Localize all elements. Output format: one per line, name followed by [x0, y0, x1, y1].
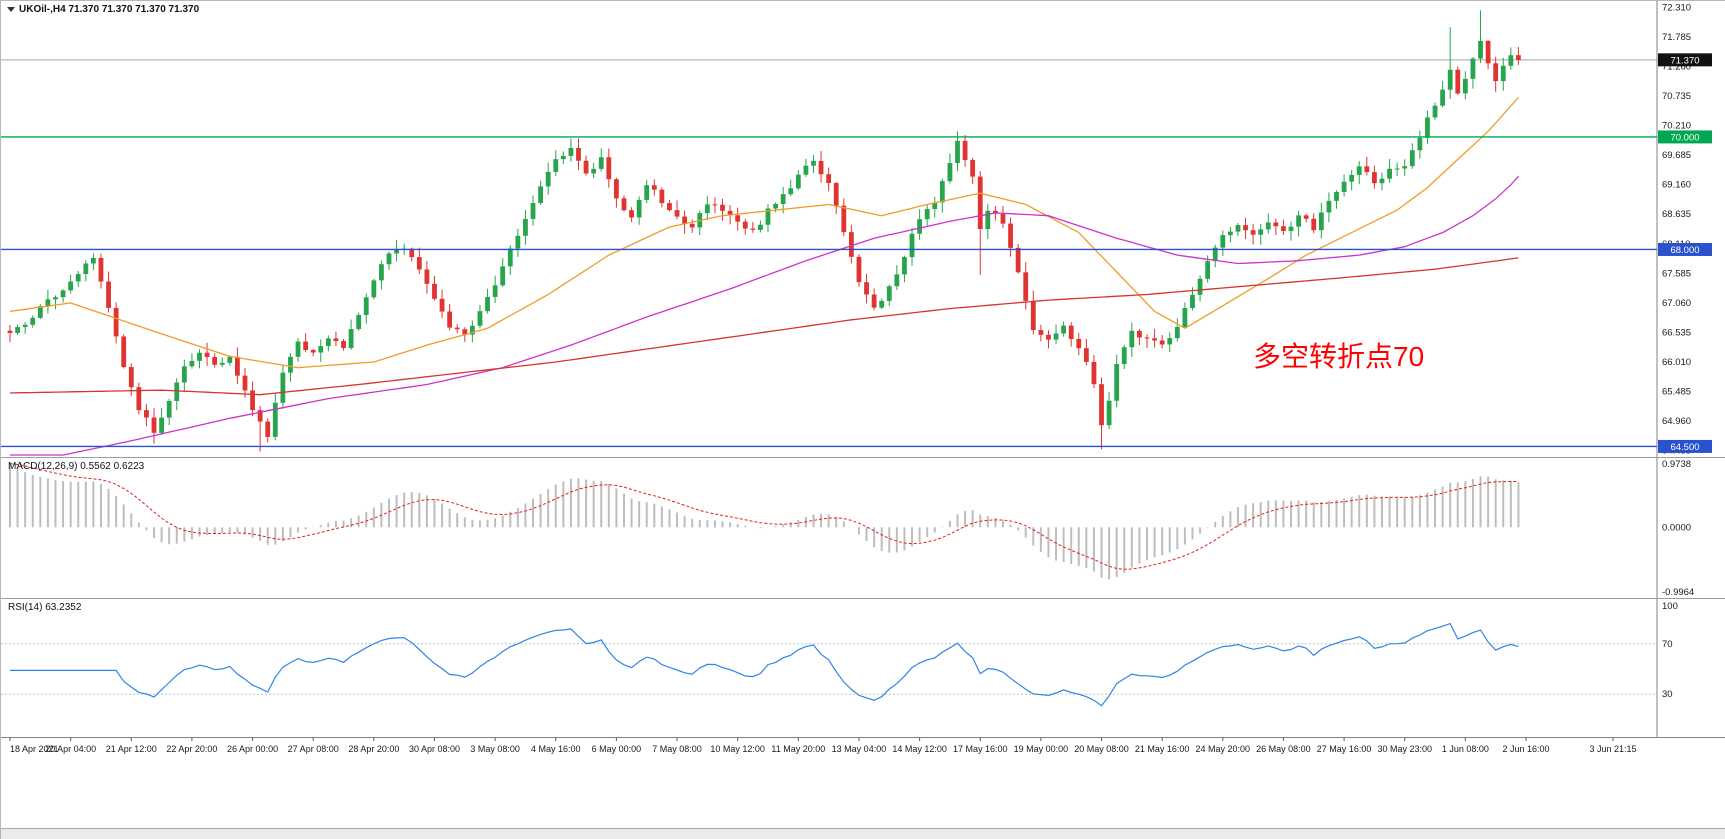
- price-tag: [1658, 242, 1712, 256]
- time-label: 21 Apr 12:00: [106, 744, 157, 754]
- time-label: 26 Apr 00:00: [227, 744, 278, 754]
- time-label: 2 Jun 16:00: [1502, 744, 1549, 754]
- macd-histogram: [9, 463, 1520, 580]
- price-tag-label: 70.000: [1670, 132, 1699, 143]
- time-label: 21 May 16:00: [1135, 744, 1190, 754]
- chart-header: UKOil-,H4 71.370 71.370 71.370 71.370: [7, 4, 199, 15]
- time-label: 13 May 04:00: [832, 744, 887, 754]
- time-label: 28 Apr 20:00: [348, 744, 399, 754]
- time-label: 10 May 12:00: [710, 744, 765, 754]
- price-axis-label: 70.735: [1662, 91, 1691, 102]
- time-label: 6 May 00:00: [592, 744, 642, 754]
- time-label: 3 May 08:00: [470, 744, 520, 754]
- ma-mid-magenta-line: [10, 175, 1519, 456]
- price-tag: [1658, 130, 1712, 144]
- macd-axis-label: 0.0000: [1662, 522, 1691, 533]
- price-axis-label: 72.310: [1662, 2, 1691, 13]
- price-axis-label: 66.535: [1662, 327, 1691, 338]
- macd-signal-line: [9, 463, 1519, 570]
- time-label: 26 May 08:00: [1256, 744, 1311, 754]
- time-label: 14 May 12:00: [892, 744, 947, 754]
- ma-slow-red-line: [9, 257, 1519, 396]
- symbol-quote-text: UKOil-,H4 71.370 71.370 71.370 71.370: [19, 4, 200, 15]
- time-label: 11 May 20:00: [771, 744, 825, 754]
- price-tag-label: 71.370: [1670, 55, 1699, 66]
- rsi-axis-label: 100: [1662, 601, 1678, 612]
- rsi-pane[interactable]: 100 70 30: [1, 601, 1678, 707]
- price-tag-label: 64.500: [1670, 442, 1699, 453]
- macd-pane[interactable]: 0.9738 0.0000 -0.9964: [9, 459, 1694, 598]
- price-tag: [1658, 439, 1712, 453]
- time-label: 20 May 08:00: [1074, 744, 1129, 754]
- rsi-axis-label: 70: [1662, 639, 1673, 650]
- price-axis-label: 65.485: [1662, 387, 1691, 398]
- symbol-marker-icon: [7, 7, 15, 12]
- time-label: 1 Jun 08:00: [1442, 744, 1489, 754]
- macd-indicator-label: MACD(12,26,9) 0.5562 0.6223: [8, 461, 145, 472]
- time-label: 24 May 20:00: [1196, 744, 1251, 754]
- price-pane[interactable]: [1, 10, 1657, 456]
- time-label: 4 May 16:00: [531, 744, 581, 754]
- rsi-indicator-label: RSI(14) 63.2352: [8, 602, 82, 613]
- price-tag-label: 68.000: [1670, 245, 1699, 256]
- candles-series: [7, 10, 1521, 452]
- rsi-line: [10, 622, 1519, 707]
- price-axis-label: 71.785: [1662, 32, 1691, 43]
- time-label: 3 Jun 21:15: [1589, 744, 1636, 754]
- time-label: 30 May 23:00: [1377, 744, 1432, 754]
- time-label: 27 May 16:00: [1317, 744, 1372, 754]
- rsi-axis-label: 30: [1662, 689, 1673, 700]
- price-axis[interactable]: 72.310 71.785 71.260 70.735 70.210 69.685 69.1…: [1656, 1, 1712, 737]
- price-axis-label: 68.635: [1662, 209, 1691, 220]
- time-label: 17 May 16:00: [953, 744, 1008, 754]
- price-axis-label: 69.160: [1662, 180, 1691, 191]
- time-label: 20 Apr 04:00: [45, 744, 96, 754]
- price-axis-label: 71.260: [1662, 62, 1691, 73]
- time-label: 22 Apr 20:00: [166, 744, 217, 754]
- time-label: 7 May 08:00: [652, 744, 702, 754]
- time-label: 30 Apr 08:00: [409, 744, 460, 754]
- price-axis-label: 70.210: [1662, 121, 1691, 132]
- macd-axis-label: 0.9738: [1662, 459, 1691, 470]
- price-axis-label: 66.010: [1662, 357, 1691, 368]
- time-label: 19 May 00:00: [1014, 744, 1069, 754]
- price-axis-label: 69.685: [1662, 150, 1691, 161]
- window-bottom-strip: [1, 828, 1725, 839]
- macd-axis-label: -0.9964: [1662, 587, 1694, 598]
- price-axis-label: 67.060: [1662, 298, 1691, 309]
- time-label: 27 Apr 08:00: [288, 744, 339, 754]
- price-axis-label: 64.960: [1662, 416, 1691, 427]
- ma-fast-orange-line: [9, 97, 1519, 369]
- time-label: 18 Apr 2021: [10, 744, 59, 754]
- price-axis-label: 67.585: [1662, 268, 1691, 279]
- price-tag: [1658, 53, 1712, 67]
